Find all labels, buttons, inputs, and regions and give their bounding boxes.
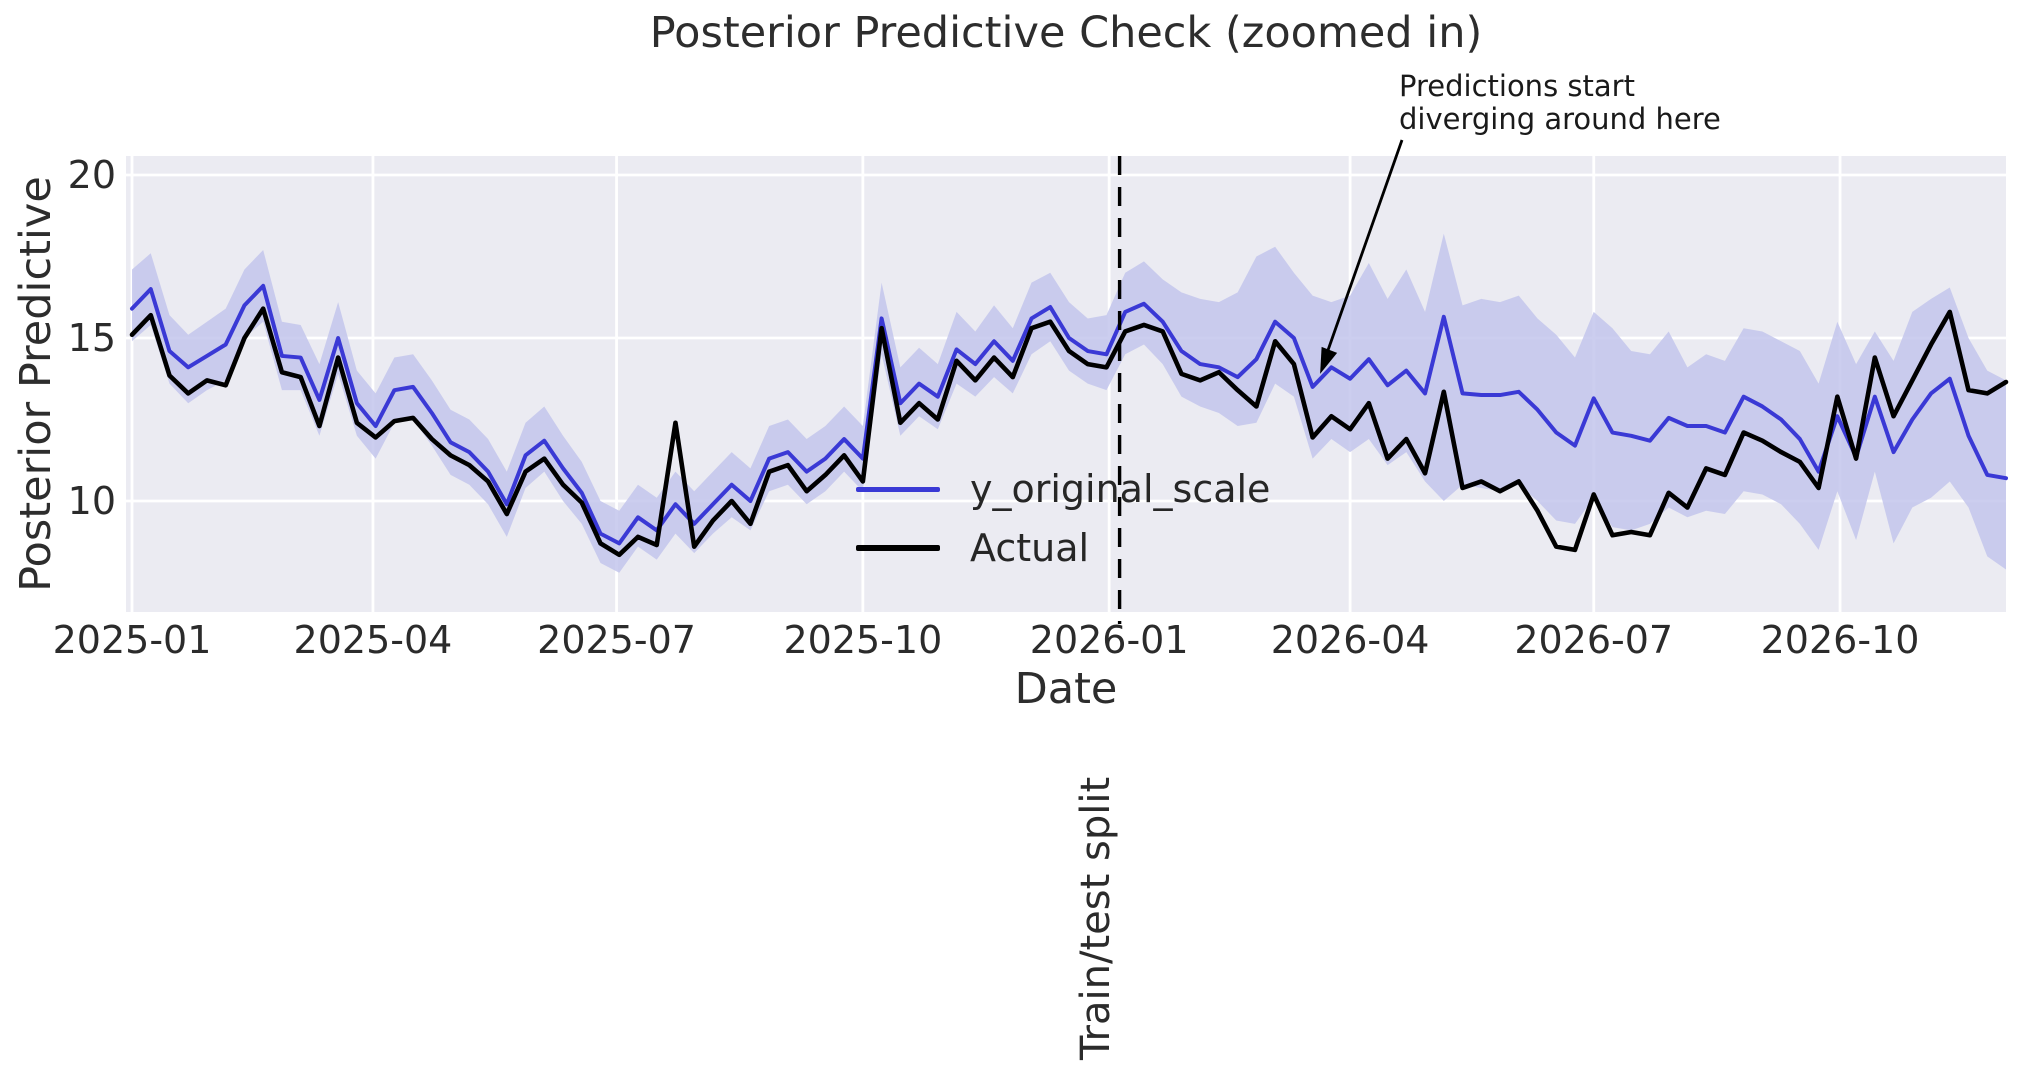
y-tick-label: 20: [67, 153, 116, 197]
x-tick-label: 2025-01: [52, 618, 212, 662]
train-test-split-label: Train/test split: [1073, 776, 1119, 1060]
x-tick-label: 2025-10: [783, 618, 943, 662]
annotation-text: Predictions start diverging around here: [1399, 70, 1721, 136]
y-tick-label: 15: [67, 316, 116, 360]
legend-label-actual: Actual: [970, 526, 1090, 570]
x-axis-label: Date: [1014, 664, 1118, 714]
x-tick-label: 2026-04: [1270, 618, 1430, 662]
x-tick-label: 2026-07: [1514, 618, 1674, 662]
x-tick-label: 2026-10: [1760, 618, 1920, 662]
legend-line-swatch-actual: [856, 545, 940, 551]
annotation-line-2: diverging around here: [1399, 102, 1721, 136]
y-axis-label: Posterior Predictive: [11, 176, 61, 592]
chart-title: Posterior Predictive Check (zoomed in): [649, 8, 1483, 58]
x-tick-label: 2026-01: [1029, 618, 1189, 662]
legend-item-actual: Actual: [856, 526, 1089, 570]
annotation-line-1: Predictions start: [1399, 69, 1635, 103]
x-tick-label: 2025-04: [293, 618, 453, 662]
legend-item-prediction: y_original_scale: [856, 467, 1270, 511]
y-tick-label: 10: [67, 479, 116, 523]
legend-line-swatch-prediction: [856, 486, 940, 492]
legend-label-prediction: y_original_scale: [970, 467, 1271, 511]
x-tick-label: 2025-07: [537, 618, 696, 662]
